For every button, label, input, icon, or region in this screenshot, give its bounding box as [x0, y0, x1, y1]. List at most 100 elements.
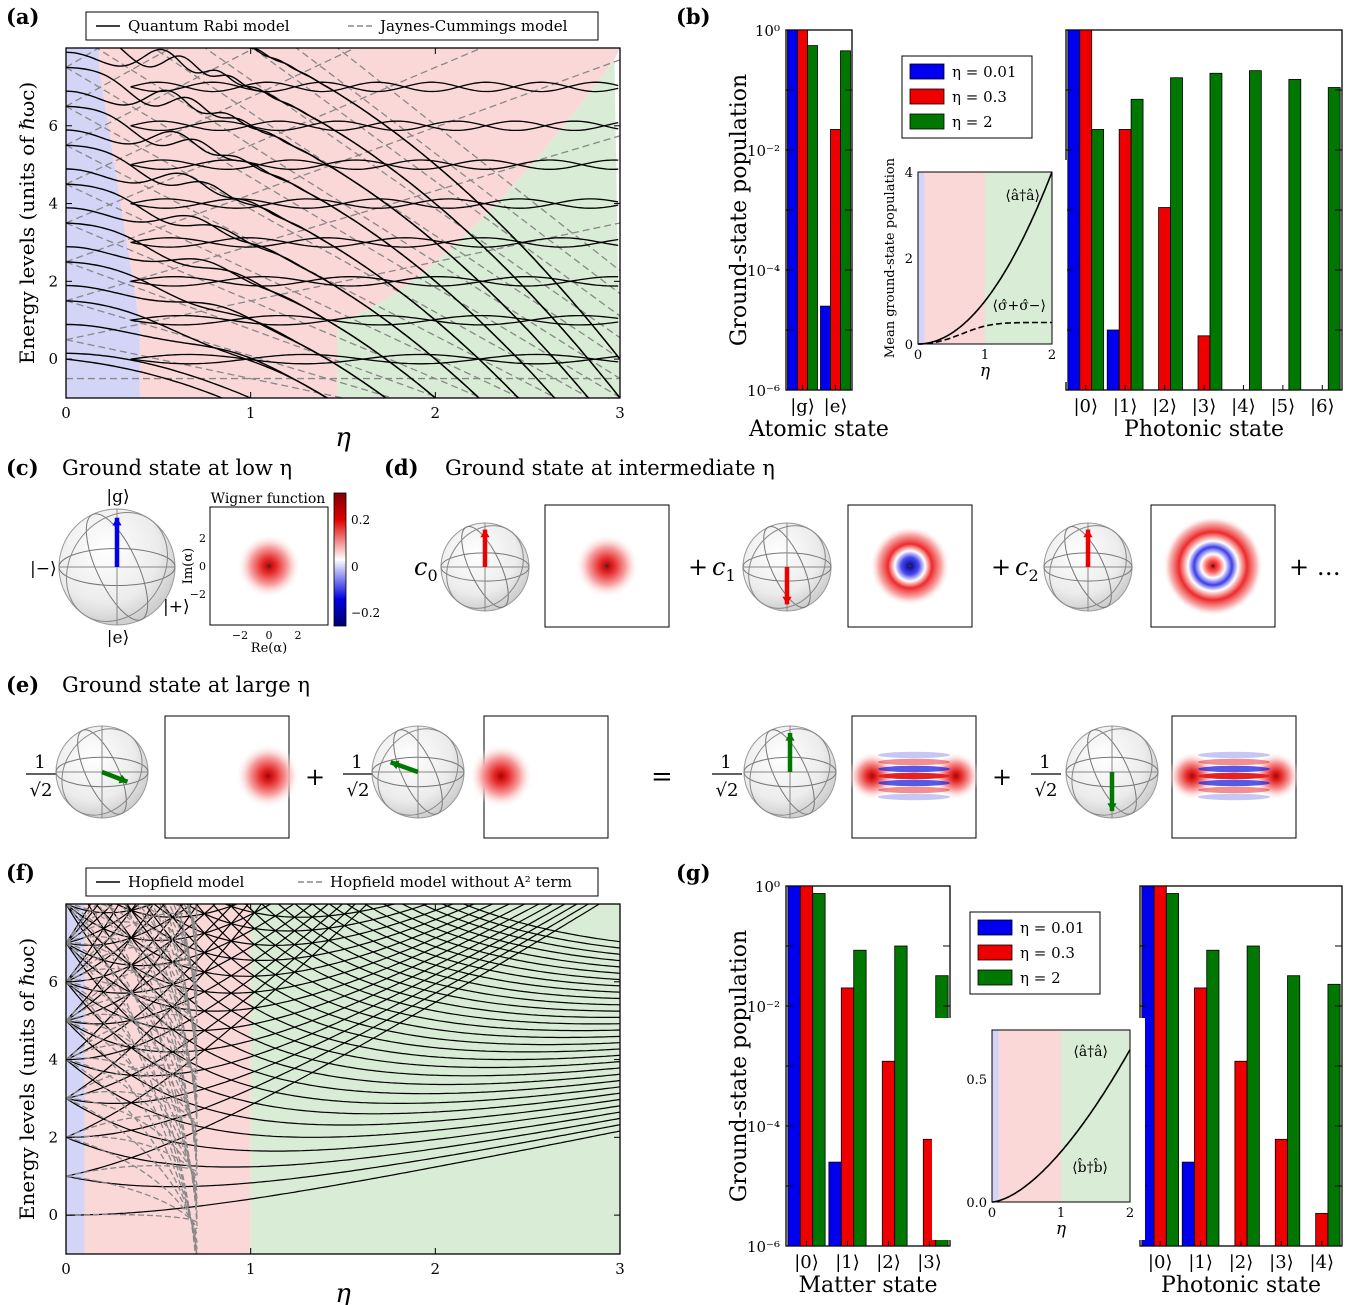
no-a2-level-line [66, 942, 198, 1155]
bar [1165, 893, 1179, 1247]
bar [840, 987, 855, 1247]
legend-entry-solid: Quantum Rabi model [128, 17, 290, 35]
bar [1194, 987, 1208, 1247]
legend-entry: η = 0.01 [952, 63, 1017, 81]
sphere-meridian [1071, 728, 1153, 816]
no-a2-level-line [106, 904, 198, 1169]
fraction-one-over-root-two: 1√2 [26, 752, 56, 801]
bar [840, 50, 851, 391]
rabi-level-line [66, 207, 480, 398]
hopfield-level-line [66, 1097, 620, 1152]
wigner-displaced-gaussian [469, 744, 533, 808]
sphere-meridian [765, 729, 815, 815]
bar [1327, 983, 1341, 1247]
no-a2-level-line [66, 904, 198, 1220]
y-tick-label: 10⁰ [755, 22, 780, 40]
group-label: Photonic state [1124, 417, 1284, 442]
hopfield-level-line [66, 904, 330, 1025]
plot-frame [65, 47, 621, 399]
bloch-sphere [1043, 522, 1133, 612]
y-axis-label: Ground-state population [727, 930, 752, 1202]
rabi-level-line [130, 314, 619, 326]
wigner-title: Wigner function [211, 491, 326, 507]
legend-swatch [977, 969, 1013, 986]
plus-sign: + [991, 553, 1011, 581]
hopfield-level-line [244, 904, 620, 1018]
plus-sign: + [688, 553, 708, 581]
wigner-plot-c: Wigner function −2 0 2 Re(α) −2 0 2 Im(α… [181, 491, 380, 656]
bloch-vector-head [112, 517, 122, 526]
no-a2-level-line [66, 921, 198, 983]
hopfield-level-line [66, 904, 620, 1095]
no-a2-level-line [66, 1136, 198, 1236]
sphere-meridian [446, 525, 524, 609]
legend-swatch [909, 88, 945, 105]
coeff-1: c1 [712, 553, 736, 585]
fraction-denominator: √2 [1035, 780, 1058, 801]
bar-group-1: |0⟩ |1⟩ |2⟩ |3⟩ |4⟩ |5⟩ |6⟩ Photonic state [1065, 29, 1343, 442]
bar [1327, 87, 1341, 391]
y-tick-label: 4 [48, 1051, 58, 1069]
coeff-2: c2 [1015, 553, 1039, 585]
jc-level-line [66, 48, 256, 146]
bar [1209, 72, 1223, 391]
hopfield-level-line [328, 904, 620, 987]
fraction-one-over-root-two: 1√2 [1031, 752, 1061, 801]
rabi-level-line [130, 198, 619, 209]
sphere-meridian [85, 513, 149, 621]
bloch-sphere [371, 725, 465, 819]
bloch-vector-head [782, 596, 792, 605]
hopfield-level-line [66, 904, 272, 942]
no-a2-level-line [164, 904, 198, 1074]
inset-x-tick-label: 1 [1057, 1206, 1065, 1221]
hopfield-level-line [123, 904, 476, 961]
fraction-numerator: 1 [351, 752, 362, 773]
no-a2-level-line [136, 904, 198, 1118]
rabi-level-line [130, 120, 619, 132]
plus-sign: + [305, 763, 325, 791]
no-a2-level-line [173, 904, 198, 1010]
bar [853, 949, 867, 1247]
coeff-subscript: 2 [1028, 566, 1038, 585]
panel-d-label: (d) [384, 455, 419, 480]
hopfield-level-line [66, 904, 567, 1077]
inset-y-tick-label: 0.5 [966, 1073, 987, 1088]
legend-entry: η = 0.01 [1020, 919, 1085, 937]
jc-level-line [66, 66, 620, 398]
group-label: Atomic state [748, 417, 889, 442]
no-a2-level-line [66, 981, 198, 1149]
hopfield-level-line [66, 904, 590, 1138]
category-label: |3⟩ [1192, 396, 1217, 417]
rabi-level-line [66, 129, 556, 398]
inset: 0 1 2 0 2 4 η Mean ground-state population ⟨â†â⟩… [858, 157, 1067, 382]
sphere-meridian [461, 526, 509, 608]
group-label: Photonic state [1161, 1273, 1321, 1298]
legend: Hopfield model Hopfield model without A² … [85, 867, 599, 897]
category-label: |0⟩ [794, 1252, 819, 1273]
legend-entry: η = 2 [952, 113, 993, 131]
sphere-meridian [65, 512, 169, 622]
wigner-xtick-0: 0 [266, 629, 273, 642]
hopfield-level-line [382, 904, 620, 968]
sphere-meridian [1087, 729, 1137, 815]
bar [1249, 70, 1262, 391]
legend-box [85, 11, 599, 41]
cat-fringe [1198, 758, 1270, 766]
y-tick-label: 10⁰ [755, 878, 780, 896]
category-label: |3⟩ [1269, 1252, 1294, 1273]
fraction-numerator: 1 [720, 752, 731, 773]
hopfield-level-line [66, 904, 193, 946]
colorbar-tick-zero: 0 [351, 560, 359, 574]
no-a2-level-line [66, 1059, 198, 1250]
jc-level-line [204, 48, 620, 339]
jc-level-line [66, 48, 357, 185]
legend-entry-dashed: Hopfield model without A² term [330, 873, 572, 891]
inset-y-tick-label: 4 [905, 166, 913, 181]
bloch-sphere [743, 725, 837, 819]
category-label: |0⟩ [1073, 396, 1098, 417]
rabi-level-line [130, 159, 619, 170]
wigner-plot-e-right [164, 715, 300, 839]
bloch-vector-head [118, 774, 128, 784]
cat-lobe-left [848, 752, 896, 800]
